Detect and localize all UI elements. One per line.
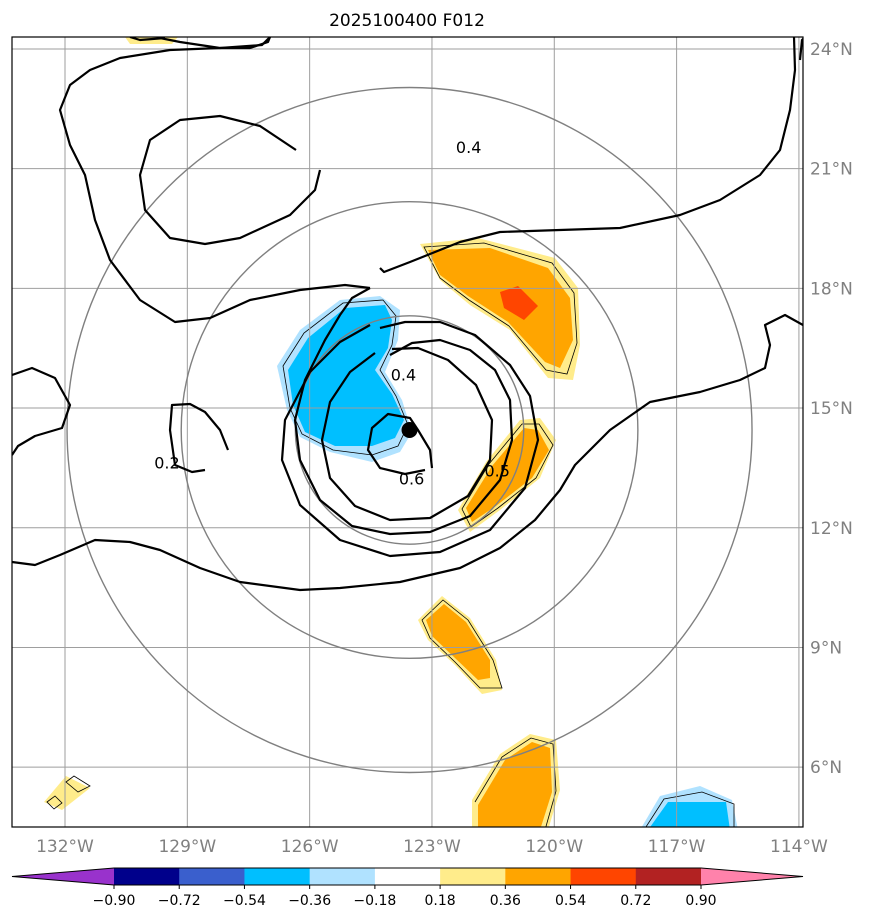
contour-label: 0.6	[399, 469, 424, 488]
lon-tick-label: 120°W	[525, 837, 583, 857]
colorbar-segment	[244, 868, 311, 885]
positive-anomaly-ne-peak	[500, 286, 538, 320]
map-frame	[11, 36, 804, 828]
colorbar-segment	[440, 868, 506, 885]
contour-04-loop	[138, 114, 322, 246]
colorbar-segment	[570, 868, 637, 885]
lon-tick-label: 129°W	[158, 837, 216, 857]
lon-tick-label: 123°W	[403, 837, 461, 857]
range-ring	[180, 200, 639, 660]
contour-label: 0.2	[154, 453, 179, 472]
colorbar-segment	[374, 868, 441, 885]
contour-label: 0.5	[484, 461, 509, 480]
contour-label: 0.4	[391, 366, 416, 385]
colorbar-tick-label: 0.90	[685, 893, 716, 909]
positive-anomaly-sw	[44, 776, 90, 810]
outline-negative	[282, 299, 409, 456]
colorbar-tick-label: −0.72	[158, 893, 201, 909]
lon-tick-label: 132°W	[36, 837, 94, 857]
contour-04-north-end	[798, 37, 803, 61]
contour-labels: 0.4 0.4 0.2 0.6 0.5	[154, 138, 510, 488]
colorbar-tick-label: 0.18	[425, 893, 456, 909]
contour-04-west-big	[58, 37, 371, 324]
colorbar-segment	[114, 868, 180, 885]
positive-anomaly-sw-inner	[46, 775, 91, 810]
colorbar-extend-high	[701, 868, 803, 885]
contours	[12, 37, 803, 592]
colorbar-tick-label: −0.90	[93, 893, 136, 909]
lat-tick-label: 12°N	[810, 519, 853, 539]
colorbar	[11, 867, 804, 886]
lat-tick-label: 24°N	[810, 40, 853, 60]
contour-04-inner	[293, 287, 514, 536]
contour-05	[280, 320, 540, 558]
colorbar-tick-label: 0.36	[490, 893, 521, 909]
contour-label: 0.4	[456, 138, 481, 157]
lon-tick-label: 117°W	[648, 837, 706, 857]
lat-tick-label: 6°N	[810, 758, 842, 778]
outline-s	[421, 599, 503, 689]
contour-04-north	[379, 37, 797, 274]
contour-top-small	[129, 37, 166, 42]
latitude-labels: 6°N 9°N 12°N 15°N 18°N 21°N 24°N	[810, 40, 853, 778]
lon-tick-label: 126°W	[281, 837, 339, 857]
contour-04-west-left	[12, 366, 72, 456]
colorbar-labels: −0.90 −0.72 −0.54 −0.36 −0.18 0.18 0.36 0.54 0.7…	[93, 885, 717, 909]
colorbar-segment	[309, 868, 376, 885]
outline-se	[645, 791, 735, 827]
lat-tick-label: 15°N	[810, 399, 853, 419]
contour-02	[168, 402, 230, 474]
negative-anomaly-core	[288, 305, 404, 446]
graticule	[12, 37, 803, 827]
lon-tick-label: 114°W	[770, 837, 828, 857]
positive-anomaly-ne-core	[428, 248, 573, 368]
outline-ne	[423, 242, 578, 375]
chart-title: 2025100400 F012	[329, 11, 485, 31]
colorbar-tick-label: 0.72	[620, 893, 651, 909]
colorbar-segment	[505, 868, 572, 885]
lat-tick-label: 21°N	[810, 160, 853, 180]
storm-center-marker	[401, 422, 418, 439]
positive-anomaly-bottom-core	[478, 742, 552, 827]
colorbar-segment	[635, 868, 702, 885]
negative-anomaly-se-core	[650, 802, 730, 827]
colorbar-tick-label: 0.54	[555, 893, 586, 909]
contour-south	[12, 313, 803, 592]
lat-tick-label: 9°N	[810, 638, 842, 658]
colorbar-tick-label: −0.36	[288, 893, 331, 909]
colorbar-tick-label: −0.18	[353, 893, 396, 909]
colorbar-extend-low	[12, 868, 114, 885]
colorbar-tick-label: −0.54	[223, 893, 266, 909]
longitude-labels: 132°W 129°W 126°W 123°W 120°W 117°W 114°W	[36, 837, 828, 857]
contour-07	[366, 412, 434, 476]
range-ring	[66, 86, 753, 774]
map-content: 0.4 0.4 0.2 0.6 0.5	[12, 37, 803, 827]
positive-anomaly-e-core	[466, 428, 549, 522]
contour-06	[320, 346, 494, 522]
lat-tick-label: 18°N	[810, 279, 853, 299]
colorbar-segment	[179, 868, 245, 885]
positive-anomaly-s-core	[426, 604, 490, 680]
